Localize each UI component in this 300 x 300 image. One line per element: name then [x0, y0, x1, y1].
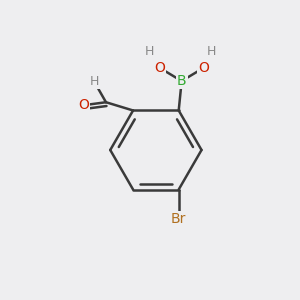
Text: B: B — [177, 74, 187, 88]
Text: H: H — [89, 75, 99, 88]
Text: Br: Br — [171, 212, 186, 226]
Text: O: O — [198, 61, 209, 75]
Text: H: H — [145, 45, 154, 58]
Text: O: O — [154, 61, 165, 75]
Text: H: H — [206, 45, 216, 58]
Text: O: O — [79, 98, 89, 112]
